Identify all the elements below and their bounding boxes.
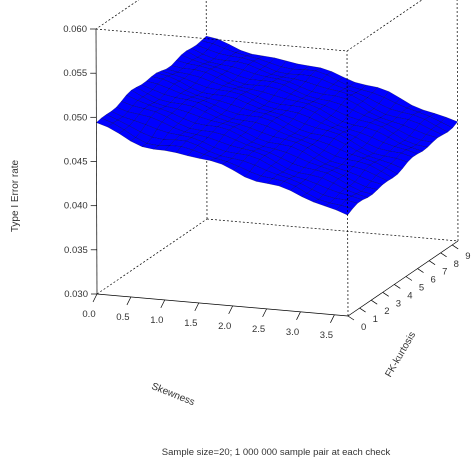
box-edge <box>456 0 459 242</box>
box-edge <box>206 218 459 242</box>
x-tick <box>296 311 301 320</box>
y-tick <box>440 252 447 258</box>
x-tick-label: 1.0 <box>150 315 163 326</box>
x-tick <box>126 296 132 306</box>
y-tick <box>382 292 389 297</box>
box-edge <box>96 218 208 295</box>
x-tick <box>228 305 234 315</box>
z-tick-label: 0.035 <box>64 245 88 256</box>
surface-mesh <box>96 35 458 216</box>
x-tick <box>92 293 98 303</box>
y-tick-label: 9 <box>465 251 470 262</box>
x-tick <box>262 308 267 318</box>
z-tick-label: 0.050 <box>64 112 88 123</box>
y-tick <box>452 244 459 250</box>
box-edge <box>347 240 459 317</box>
y-tick <box>405 276 413 281</box>
y-tick-label: 6 <box>431 275 436 286</box>
chart-caption: Sample size=20; 1 000 000 sample pair at… <box>162 447 391 458</box>
y-tick <box>371 299 378 305</box>
box-edge <box>95 28 348 52</box>
y-tick <box>347 315 355 321</box>
x-tick-label: 2.5 <box>252 324 265 335</box>
x-tick <box>330 314 335 323</box>
box-edge <box>346 0 423 52</box>
y-tick <box>417 268 424 273</box>
y-tick-label: 3 <box>396 298 401 309</box>
y-tick-label: 5 <box>419 283 424 294</box>
x-tick <box>160 299 166 309</box>
surface-facet <box>335 205 353 216</box>
y-tick <box>428 260 436 265</box>
z-tick-label: 0.060 <box>63 24 87 35</box>
z-tick-label: 0.045 <box>64 157 88 168</box>
x-tick <box>194 302 200 312</box>
z-tick-label: 0.040 <box>64 201 88 212</box>
y-tick-label: 4 <box>407 290 412 301</box>
x-tick-label: 0.0 <box>82 309 95 320</box>
y-tick-label: 1 <box>373 314 378 325</box>
x-tick-label: 3.5 <box>320 330 333 341</box>
y-tick-label: 7 <box>442 267 447 278</box>
y-tick-label: 2 <box>384 306 389 317</box>
box-edge <box>95 0 140 30</box>
x-tick-label: 1.5 <box>184 318 197 329</box>
x-axis-title: Skewness <box>150 381 196 408</box>
box-edge <box>346 50 349 317</box>
box-edge <box>96 293 349 317</box>
y-tick-label: 8 <box>454 259 459 270</box>
x-tick-label: 3.0 <box>286 327 299 338</box>
y-tick <box>359 307 366 313</box>
y-axis-title: FK-kurtosis <box>383 330 418 379</box>
z-tick-label: 0.055 <box>63 68 87 79</box>
y-tick-label: 0 <box>361 322 366 333</box>
x-tick-label: 2.0 <box>218 321 231 332</box>
z-axis-title: Type I Error rate <box>10 159 21 232</box>
y-tick <box>394 284 401 289</box>
z-tick-label: 0.030 <box>64 289 88 300</box>
x-tick-label: 0.5 <box>116 312 129 323</box>
axis-ticks: 0.030 0.035 0.040 0.045 0.050 0.055 0.060 0.0 0.… <box>63 24 470 341</box>
